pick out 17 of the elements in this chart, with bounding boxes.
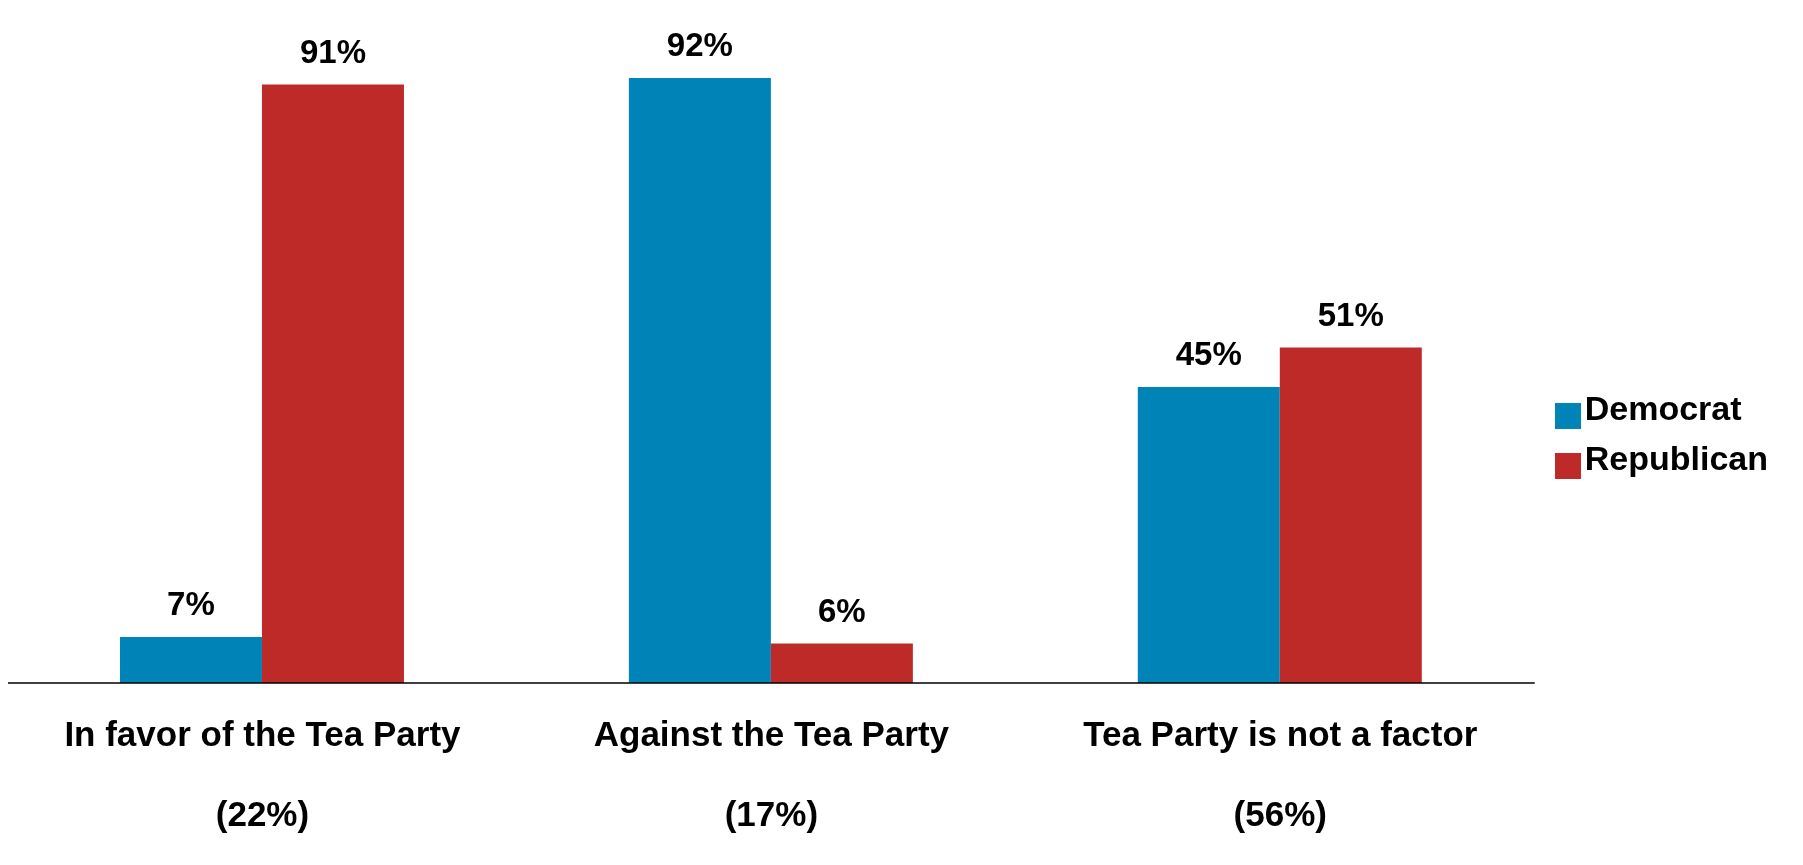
data-label: 91% [299, 32, 366, 70]
bar [119, 636, 262, 683]
bar [261, 84, 404, 683]
x-tick-label: Against the Tea Party (17%) [593, 714, 950, 833]
x-tick-label: Tea Party is not a factor (56%) [1083, 714, 1478, 833]
bar [1279, 347, 1422, 683]
x-tick-label: In favor of the Tea Party (22%) [64, 714, 462, 833]
data-label: 7% [167, 584, 215, 622]
bar [628, 78, 771, 683]
legend-label: Democrat [1584, 389, 1742, 427]
bar [1137, 387, 1280, 683]
legend-label: Republican [1584, 439, 1768, 477]
data-label: 45% [1175, 335, 1242, 373]
data-label: 51% [1317, 295, 1384, 333]
data-label: 6% [818, 591, 866, 629]
data-label: 92% [666, 26, 733, 63]
bar [770, 643, 913, 683]
